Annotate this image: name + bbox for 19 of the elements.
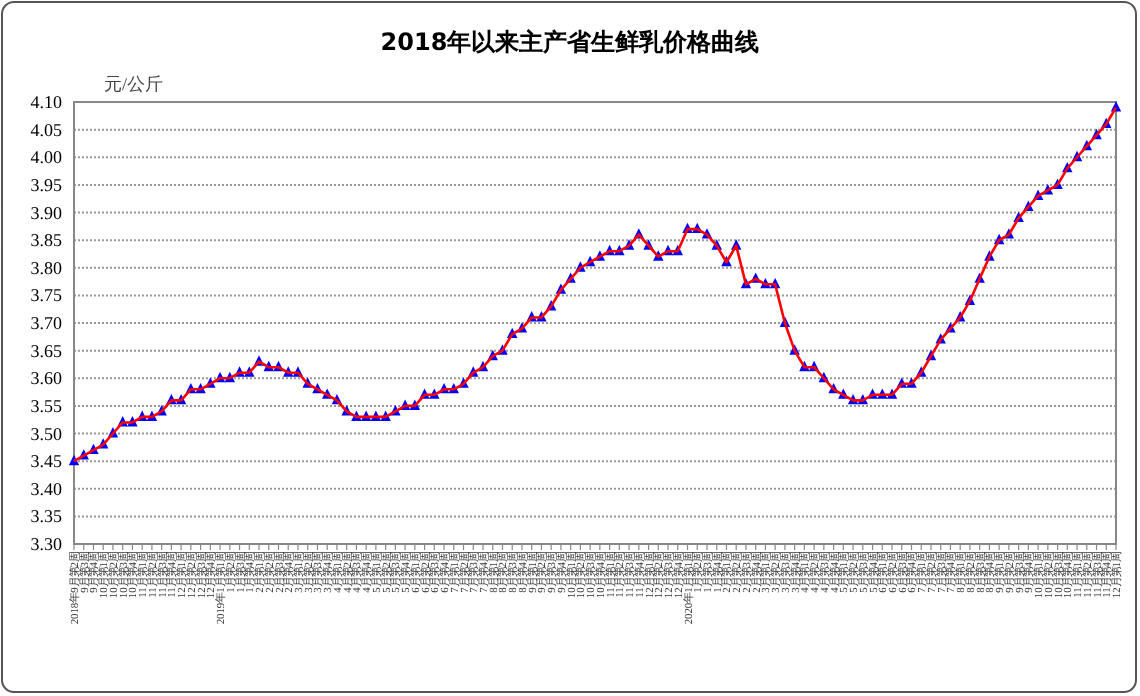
y-tick-label: 3.50 [30, 423, 63, 444]
y-tick-label: 3.95 [30, 174, 63, 195]
y-tick-label: 4.05 [30, 119, 63, 140]
y-tick-label: 3.55 [30, 395, 63, 416]
y-tick-label: 3.90 [30, 202, 63, 223]
y-tick-label: 3.70 [30, 313, 63, 333]
chart-title: 2018年以来主产省生鲜乳价格曲线 [380, 28, 760, 56]
y-tick-label: 4.10 [30, 92, 63, 112]
y-tick-label: 3.45 [30, 451, 63, 472]
y-axis-title: 元/公斤 [104, 74, 164, 94]
y-tick-label: 3.35 [30, 506, 63, 527]
y-tick-label: 3.65 [30, 340, 63, 361]
y-tick-label: 3.30 [30, 534, 63, 554]
y-tick-label: 3.60 [30, 368, 63, 389]
y-tick-label: 3.85 [30, 230, 63, 251]
y-tick-label: 4.00 [30, 147, 63, 168]
y-tick-label: 3.75 [30, 285, 63, 306]
y-tick-label: 3.40 [30, 478, 63, 499]
y-tick-label: 3.80 [30, 257, 63, 278]
